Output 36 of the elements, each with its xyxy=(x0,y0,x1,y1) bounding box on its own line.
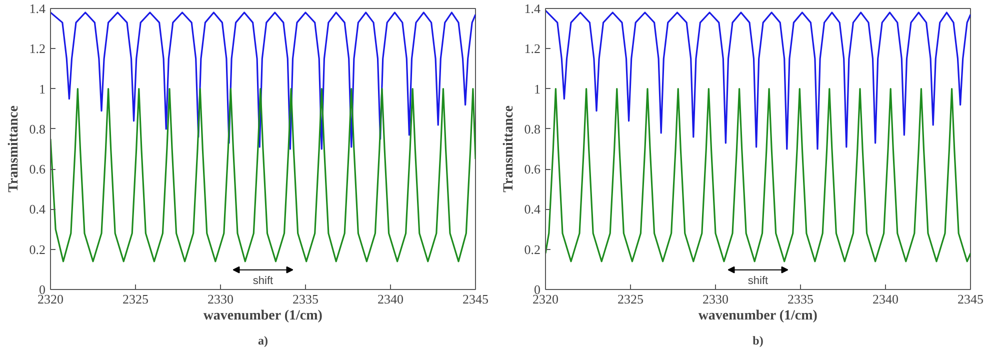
y-tick-label: 1.2 xyxy=(29,41,46,56)
line-series xyxy=(546,88,970,262)
y-tick-label: 0.6 xyxy=(524,162,541,177)
x-tick-label: 2325 xyxy=(122,292,148,306)
text: b) xyxy=(752,334,764,348)
y-axis-title: Transmittance xyxy=(501,106,516,192)
y-tick-label: 0.8 xyxy=(524,121,540,136)
y-axis-title: Transmittance xyxy=(6,106,22,192)
y-tick-label: 1.4 xyxy=(524,1,541,16)
x-tick-label: 2340 xyxy=(378,292,404,306)
y-tick-label: 0.4 xyxy=(524,202,541,217)
annotation: shift xyxy=(252,274,274,287)
x-axis-title: wavenumber (1/cm) xyxy=(698,308,818,324)
y-tick-label: 0.4 xyxy=(29,202,46,217)
y-tick-label: 1 xyxy=(534,81,540,96)
x-tick-label: 2345 xyxy=(958,292,984,306)
y-tick-label: 1.4 xyxy=(29,1,46,16)
annotation: shift xyxy=(748,274,768,287)
y-tick-label: 1.2 xyxy=(524,41,540,56)
x-tick-label: 2345 xyxy=(462,292,488,306)
x-tick-label: 2335 xyxy=(292,292,318,306)
y-tick-label: 0.2 xyxy=(524,242,540,257)
x-tick-label: 2330 xyxy=(702,292,728,306)
x-axis-title: wavenumber (1/cm) xyxy=(203,308,323,324)
y-tick-label: 0.8 xyxy=(29,121,46,136)
x-tick-label: 2330 xyxy=(208,292,234,306)
y-tick-label: 0.6 xyxy=(29,162,46,177)
y-tick-label: 0.2 xyxy=(29,242,46,257)
x-tick-label: 2325 xyxy=(618,292,644,306)
text: a) xyxy=(258,334,268,348)
x-tick-label: 2335 xyxy=(788,292,814,306)
line-series xyxy=(50,12,476,150)
line-series xyxy=(546,10,970,150)
x-tick-label: 2340 xyxy=(872,292,898,306)
y-tick-label: 1 xyxy=(39,81,46,96)
line-series xyxy=(50,88,476,262)
